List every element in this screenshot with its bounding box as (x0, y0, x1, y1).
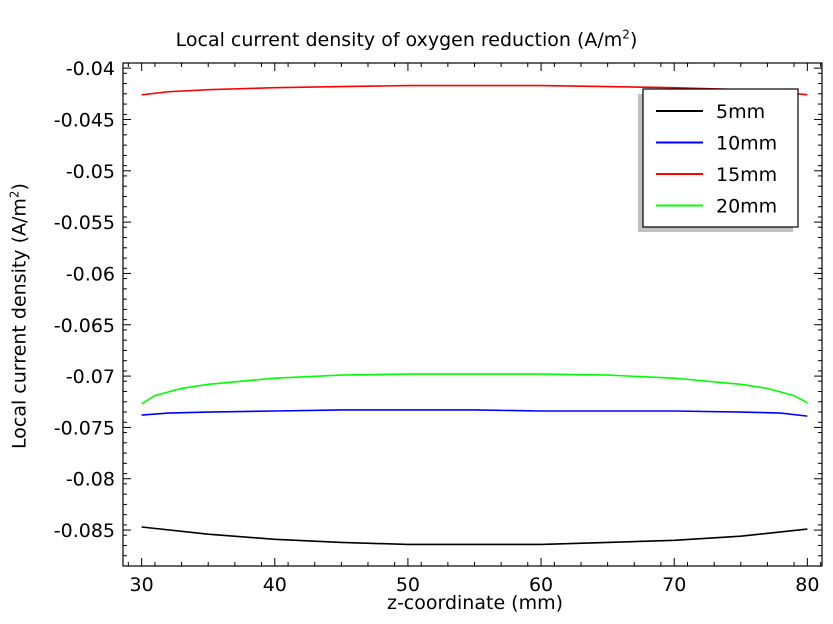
y-tick-label: -0.075 (54, 417, 115, 439)
y-tick-label: -0.065 (54, 315, 115, 337)
legend: 5mm 10mm 15mm 20mm (638, 88, 799, 232)
x-tick-label-40: 40 (263, 574, 287, 596)
chart-title: Local current density of oxygen reductio… (175, 28, 638, 52)
legend-label-5mm: 5mm (716, 101, 765, 123)
y-axis-label: Local current density (A/m2) (7, 183, 31, 449)
series-line-10mm (141, 409, 808, 417)
x-tick-label-50: 50 (396, 574, 420, 596)
axes-layer: 30 40 50 60 70 80 -0.04 -0.045 -0.05 -0.055 -0.06 -… (54, 58, 823, 596)
x-axis-label: z-coordinate (mm) (386, 592, 564, 614)
legend-label-15mm: 15mm (716, 164, 777, 186)
y-tick-label: -0.06 (66, 263, 115, 285)
y-tick-label: -0.08 (66, 469, 115, 491)
x-tick-label-30: 30 (130, 574, 154, 596)
y-tick-label: -0.07 (66, 366, 115, 388)
x-tick-label-80: 80 (795, 574, 819, 596)
x-tick-label-60: 60 (529, 574, 553, 596)
series-line-5mm (141, 526, 808, 546)
y-tick-label: -0.05 (66, 161, 115, 183)
y-tick-label: -0.085 (54, 520, 115, 542)
series-line-20mm (141, 373, 808, 405)
y-tick-label: -0.055 (54, 212, 115, 234)
legend-label-10mm: 10mm (716, 133, 777, 155)
plot-frame (122, 62, 823, 567)
y-tick-label: -0.045 (54, 109, 115, 131)
x-tick-label-70: 70 (662, 574, 686, 596)
y-tick-label: -0.04 (66, 58, 115, 80)
legend-label-20mm: 20mm (716, 196, 777, 218)
